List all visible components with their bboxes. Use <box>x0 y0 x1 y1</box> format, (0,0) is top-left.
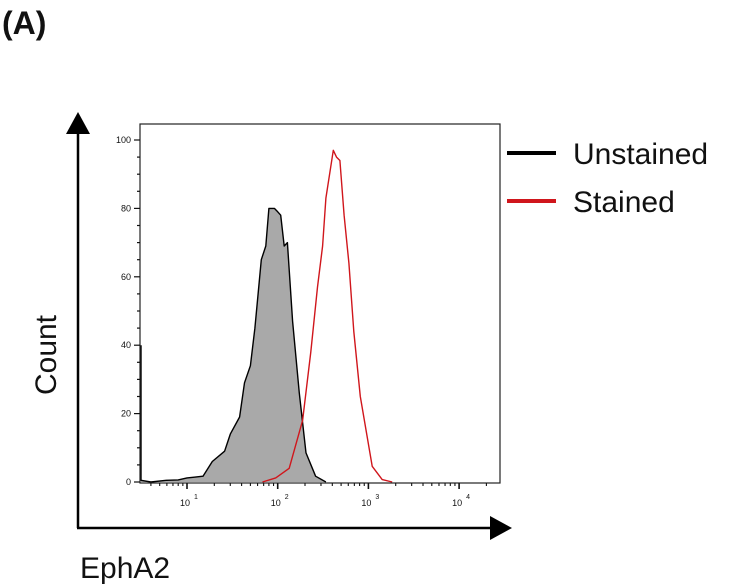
plot-area: 0 20 40 60 80 100 10 1 10 2 10 3 10 4 <box>116 123 501 508</box>
series-line-unstained <box>140 207 327 483</box>
x-axis-arrowhead <box>490 516 512 540</box>
legend-label-stained: Stained <box>573 186 675 219</box>
x-tick-label: 10 <box>271 498 281 508</box>
x-tick-exponent: 2 <box>285 494 289 501</box>
y-axis-arrowhead <box>66 112 90 134</box>
x-tick-label: 10 <box>180 498 190 508</box>
panel-label: (A) <box>2 5 46 41</box>
y-tick-label: 0 <box>126 477 131 487</box>
y-tick-label: 20 <box>121 409 131 419</box>
x-axis-label: EphA2 <box>80 552 170 585</box>
legend-label-unstained: Unstained <box>573 138 708 171</box>
y-axis-label: Count <box>30 314 63 395</box>
x-tick-exponent: 3 <box>375 494 379 501</box>
y-tick-label: 80 <box>121 203 131 213</box>
series-line-stained <box>262 149 393 483</box>
y-tick-label: 100 <box>116 135 131 145</box>
legend: Unstained Stained <box>507 138 708 219</box>
x-tick-label: 10 <box>452 498 462 508</box>
x-tick-exponent: 4 <box>466 494 470 501</box>
x-tick-label: 10 <box>361 498 371 508</box>
y-tick-label: 40 <box>121 340 131 350</box>
series-fill-unstained <box>141 208 326 482</box>
plot-frame <box>139 123 501 484</box>
y-tick-label: 60 <box>121 272 131 282</box>
x-tick-exponent: 1 <box>194 494 198 501</box>
